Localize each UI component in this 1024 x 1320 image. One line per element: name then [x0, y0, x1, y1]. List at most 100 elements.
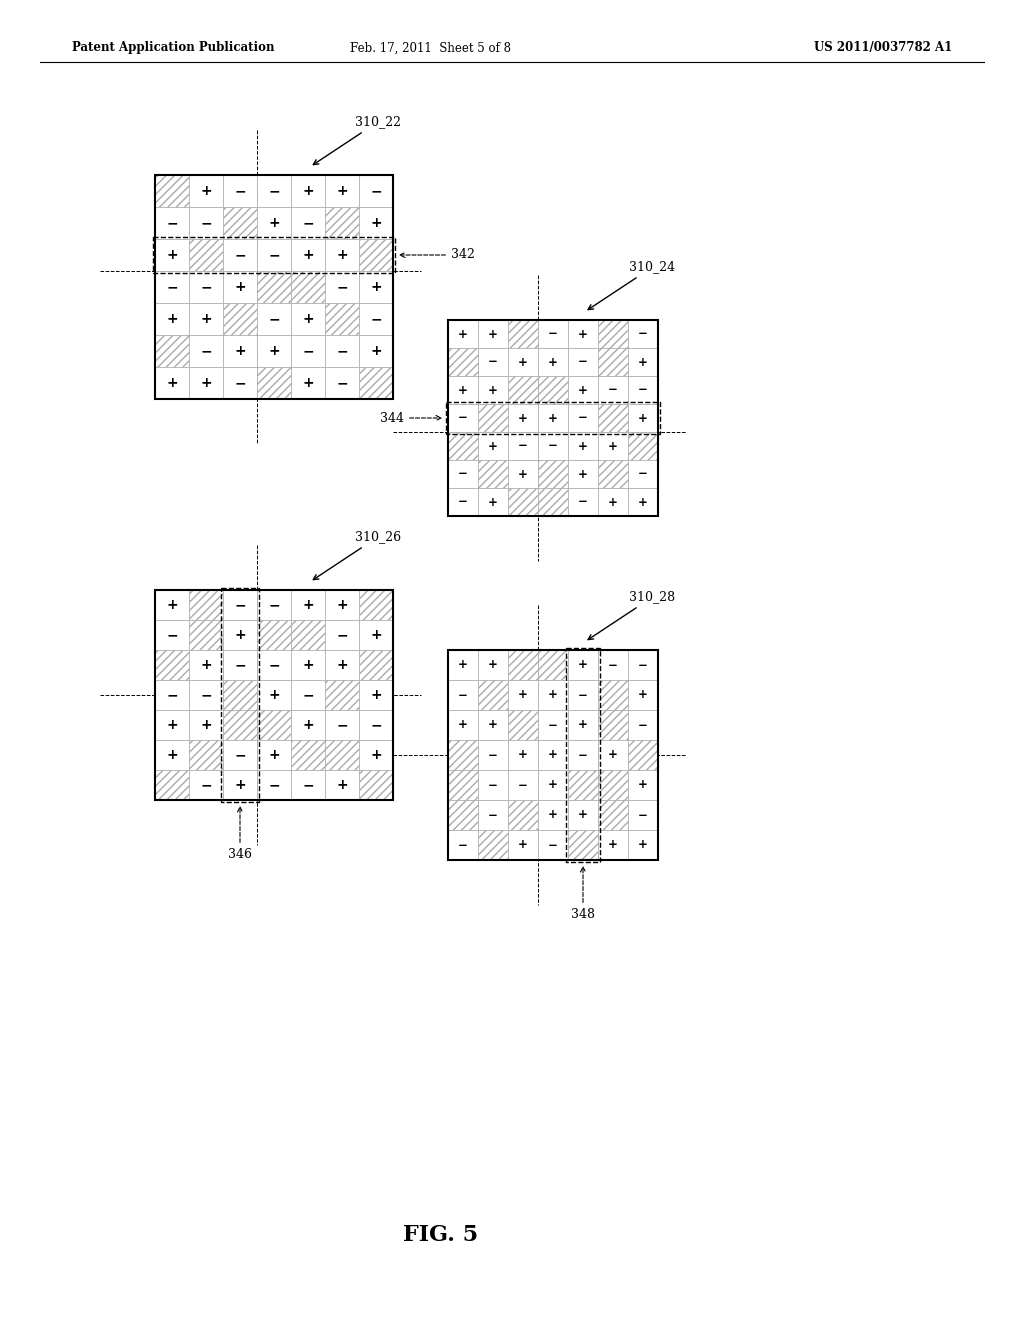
Text: −: −: [268, 777, 280, 792]
Bar: [189, 590, 223, 620]
Bar: [508, 770, 538, 800]
Text: +: +: [518, 838, 528, 851]
Text: −: −: [458, 412, 468, 425]
Text: +: +: [638, 412, 648, 425]
Bar: [291, 590, 325, 620]
Bar: [568, 649, 598, 680]
Bar: [538, 710, 568, 741]
Text: +: +: [608, 440, 617, 453]
Text: −: −: [458, 467, 468, 480]
Bar: [598, 680, 628, 710]
Text: −: −: [638, 327, 648, 341]
Bar: [325, 590, 359, 620]
Bar: [189, 304, 223, 335]
Bar: [325, 741, 359, 770]
Bar: [628, 348, 658, 376]
Bar: [568, 710, 598, 741]
Text: +: +: [548, 748, 558, 762]
Text: +: +: [200, 376, 212, 389]
Bar: [568, 488, 598, 516]
Bar: [359, 239, 393, 271]
Bar: [291, 710, 325, 741]
Bar: [359, 680, 393, 710]
Bar: [189, 741, 223, 770]
Text: −: −: [548, 718, 558, 731]
Bar: [325, 239, 359, 271]
Bar: [257, 620, 291, 649]
Bar: [538, 404, 568, 432]
Text: −: −: [548, 838, 558, 851]
Bar: [598, 319, 628, 348]
Text: +: +: [518, 689, 528, 701]
Text: −: −: [166, 216, 178, 230]
Text: +: +: [234, 345, 246, 358]
Bar: [449, 376, 478, 404]
Text: Patent Application Publication: Patent Application Publication: [72, 41, 274, 54]
Text: −: −: [166, 688, 178, 702]
Bar: [189, 770, 223, 800]
Text: −: −: [548, 440, 558, 453]
Text: −: −: [268, 312, 280, 326]
Text: −: −: [458, 495, 468, 508]
Text: 344: 344: [380, 412, 441, 425]
Bar: [508, 376, 538, 404]
Bar: [449, 741, 478, 770]
Bar: [628, 376, 658, 404]
Bar: [189, 367, 223, 399]
Bar: [449, 649, 658, 861]
Bar: [538, 800, 568, 830]
Text: +: +: [166, 598, 178, 612]
Bar: [359, 335, 393, 367]
Text: +: +: [336, 777, 348, 792]
Text: +: +: [302, 718, 313, 733]
Bar: [291, 649, 325, 680]
Bar: [628, 404, 658, 432]
Text: +: +: [518, 748, 528, 762]
Bar: [538, 459, 568, 488]
Text: +: +: [268, 345, 280, 358]
Bar: [538, 432, 568, 459]
Text: +: +: [268, 688, 280, 702]
Bar: [598, 348, 628, 376]
Text: +: +: [302, 376, 313, 389]
Text: −: −: [518, 440, 528, 453]
Bar: [508, 404, 538, 432]
Bar: [628, 488, 658, 516]
Text: +: +: [200, 183, 212, 198]
Text: +: +: [488, 659, 498, 672]
Bar: [257, 271, 291, 304]
Text: +: +: [608, 838, 617, 851]
Text: −: −: [579, 689, 588, 701]
Bar: [189, 207, 223, 239]
Text: −: −: [166, 628, 178, 642]
Text: +: +: [336, 598, 348, 612]
Bar: [155, 367, 189, 399]
Text: 310_28: 310_28: [588, 590, 676, 640]
Bar: [628, 680, 658, 710]
Text: −: −: [579, 748, 588, 762]
Text: +: +: [166, 376, 178, 389]
Text: +: +: [268, 216, 280, 230]
Bar: [449, 710, 478, 741]
Bar: [291, 367, 325, 399]
Bar: [508, 348, 538, 376]
Text: +: +: [488, 384, 498, 396]
Text: +: +: [268, 748, 280, 762]
Bar: [359, 770, 393, 800]
Text: +: +: [371, 628, 382, 642]
Text: −: −: [579, 495, 588, 508]
Bar: [568, 830, 598, 861]
Text: +: +: [166, 248, 178, 261]
Text: −: −: [302, 345, 313, 358]
Text: −: −: [234, 598, 246, 612]
Bar: [538, 348, 568, 376]
Bar: [628, 649, 658, 680]
Text: +: +: [488, 327, 498, 341]
Text: 348: 348: [571, 867, 595, 921]
Bar: [223, 710, 257, 741]
Bar: [155, 304, 189, 335]
Bar: [359, 620, 393, 649]
Bar: [155, 176, 189, 207]
Text: +: +: [371, 345, 382, 358]
Bar: [598, 649, 628, 680]
